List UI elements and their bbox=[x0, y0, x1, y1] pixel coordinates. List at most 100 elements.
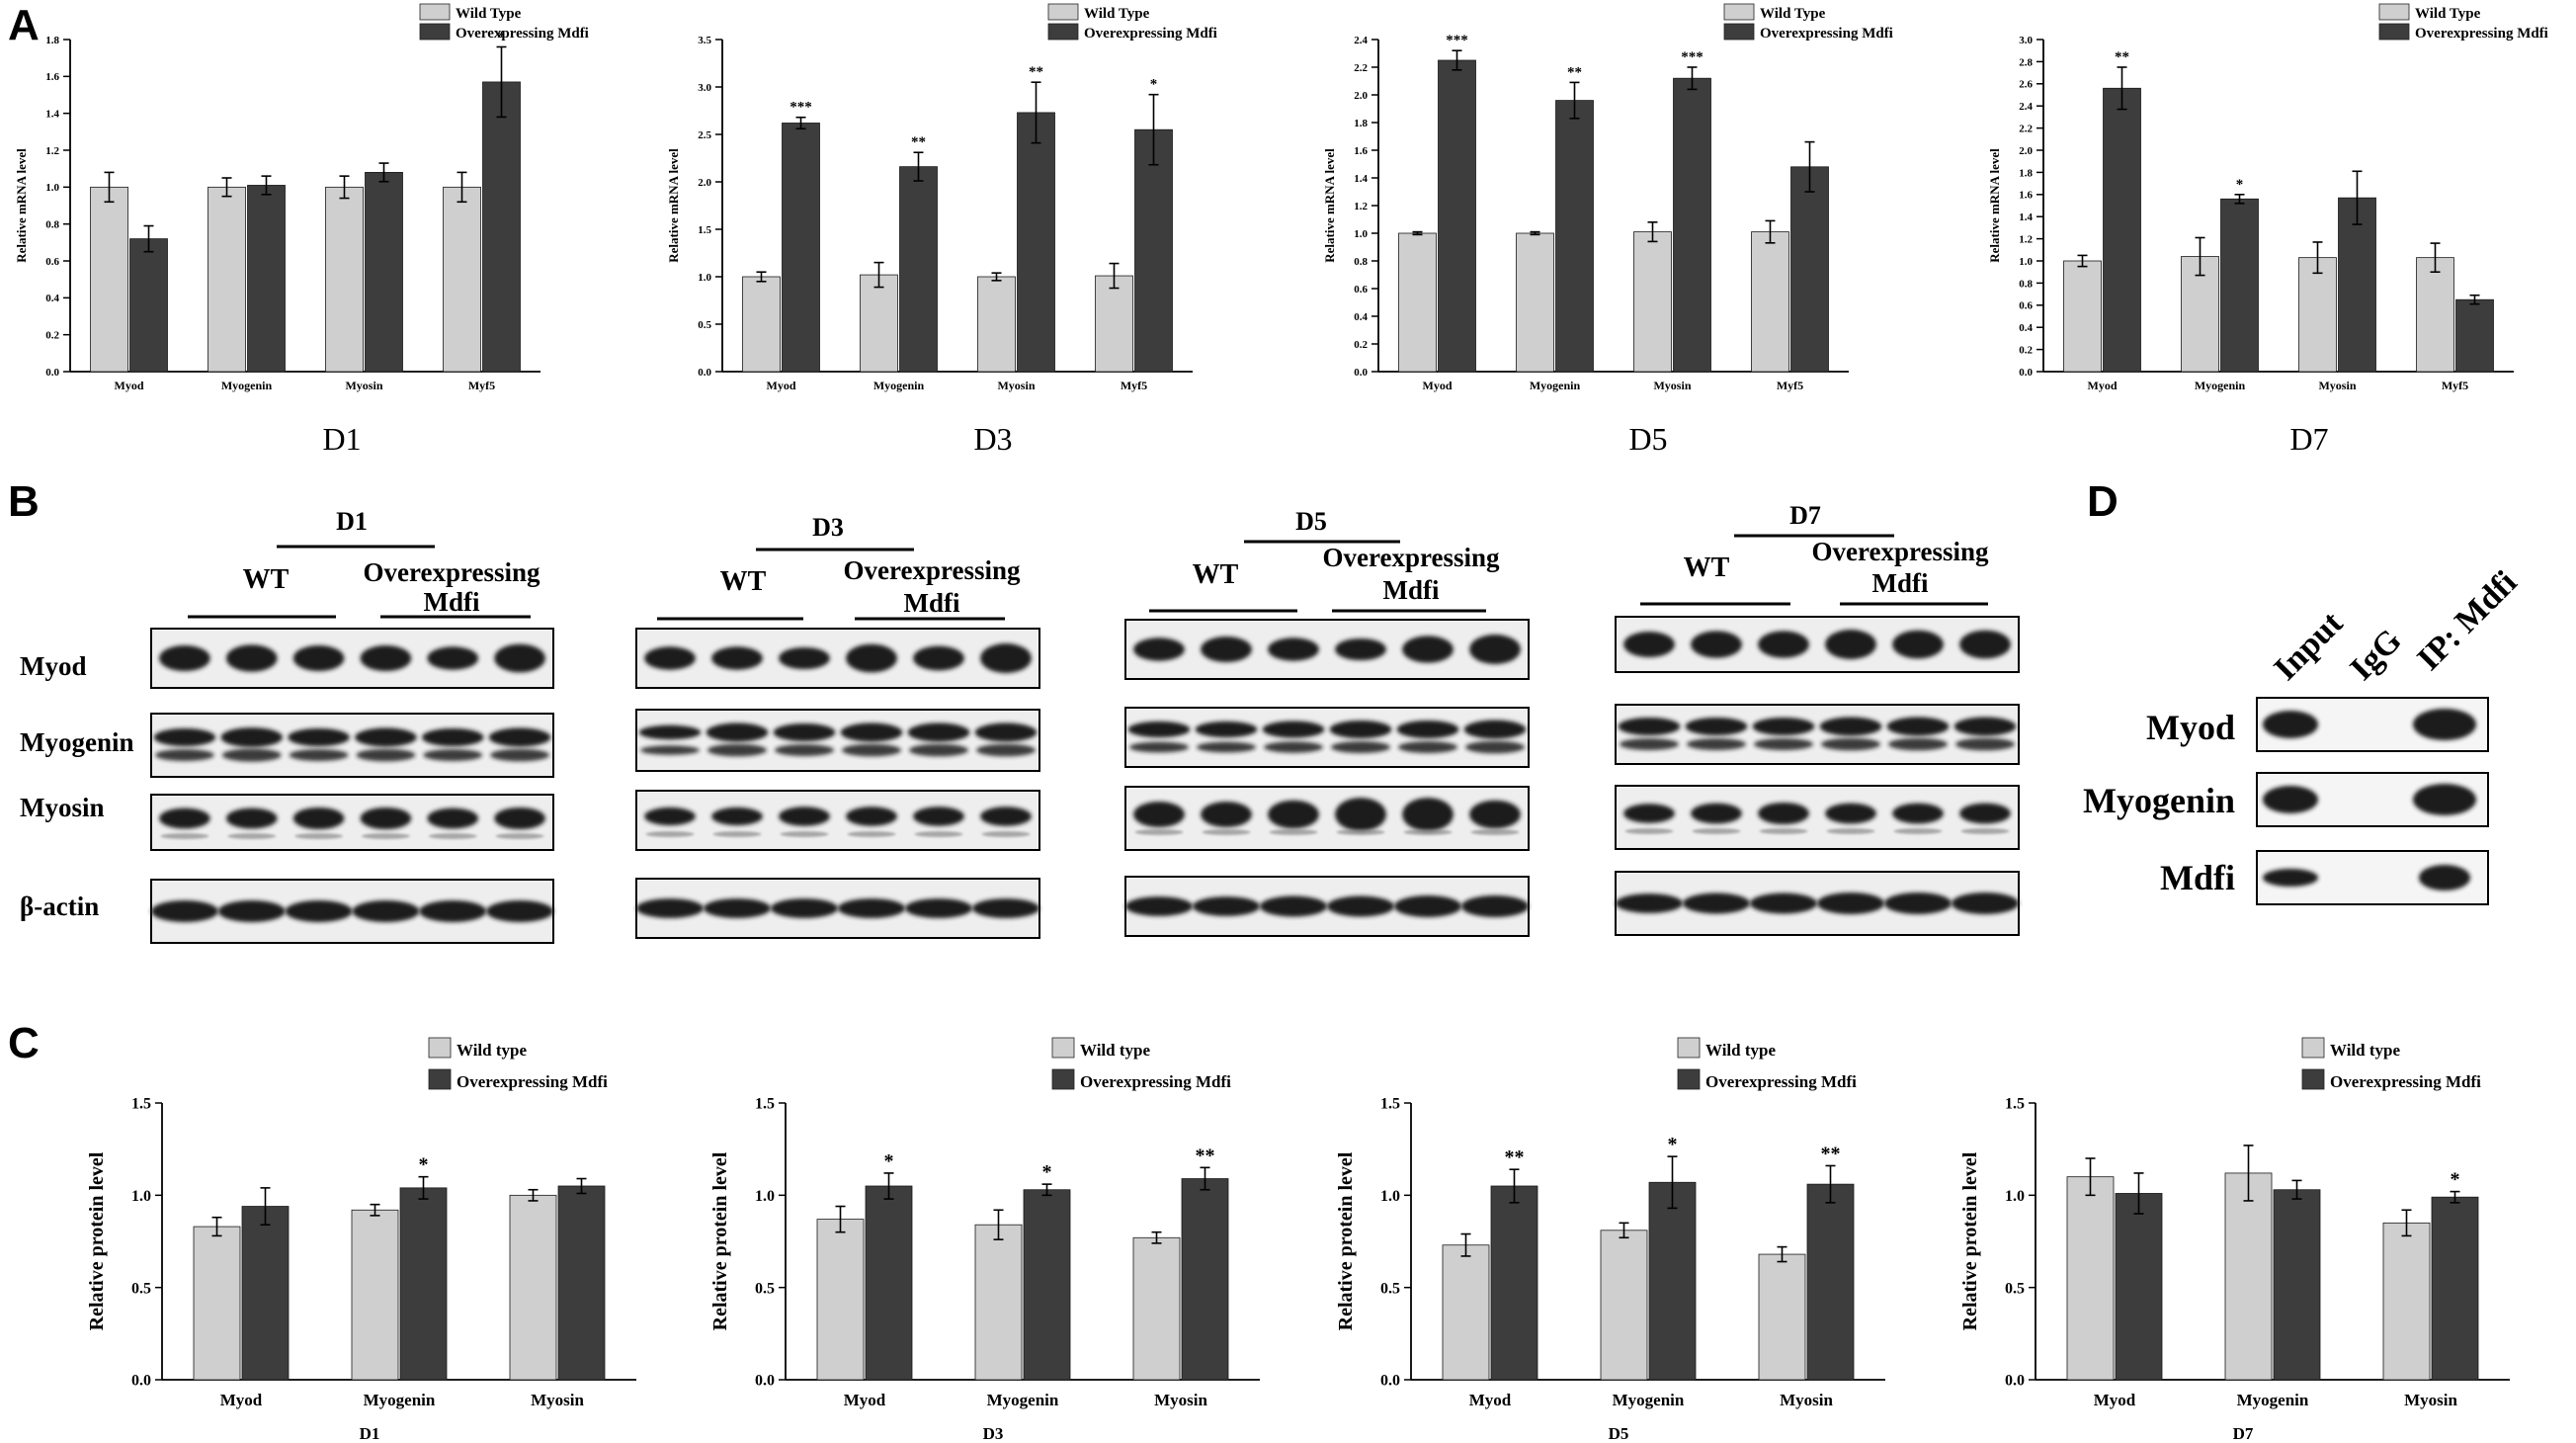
x-tick-label: Myf5 bbox=[1777, 379, 1803, 392]
blot-band-lower bbox=[1620, 738, 1679, 750]
y-tick-label: 1.0 bbox=[755, 1188, 775, 1205]
blot-band bbox=[1469, 800, 1521, 829]
blot-band bbox=[1463, 720, 1527, 739]
blot-band bbox=[1959, 803, 2011, 824]
blot-band bbox=[1952, 892, 2019, 914]
legend-swatch-wild-type bbox=[419, 3, 451, 21]
blot-band-faint bbox=[361, 833, 410, 839]
x-tick-label: Myogenin bbox=[364, 1391, 436, 1409]
blot-band bbox=[1623, 804, 1675, 823]
blot-band-lower bbox=[707, 743, 767, 757]
bar-wild-type-myod bbox=[1398, 232, 1437, 373]
blot-band-lower bbox=[1264, 741, 1323, 753]
y-tick-label: 2.4 bbox=[2019, 101, 2033, 113]
blot-day-label: D3 bbox=[812, 513, 844, 542]
bar-overexpressing-myogenin bbox=[2220, 198, 2259, 373]
blot-band-faint bbox=[227, 833, 277, 839]
x-tick-label: Myogenin bbox=[873, 379, 925, 392]
blot-band bbox=[488, 727, 551, 747]
bar-overexpressing-myod bbox=[2115, 1193, 2163, 1381]
blot-band-lower bbox=[1687, 738, 1746, 750]
bar-overexpressing-myosin bbox=[1806, 1183, 1855, 1381]
blot-band-lower bbox=[221, 748, 282, 762]
blot-band bbox=[972, 898, 1039, 918]
blot-band bbox=[779, 646, 830, 670]
bar-overexpressing-myf5 bbox=[2455, 298, 2494, 373]
chart-caption: D1 bbox=[322, 421, 361, 457]
y-axis-label: Relative protein level bbox=[1959, 1151, 1981, 1330]
legend-label: Overexpressing Mdfi bbox=[1760, 26, 1893, 42]
bar-overexpressing-myosin bbox=[1017, 112, 1055, 373]
blot-band bbox=[159, 645, 210, 671]
legend-label: Wild type bbox=[457, 1041, 527, 1060]
blot-band bbox=[846, 806, 897, 826]
blot-band-faint bbox=[1960, 828, 2010, 834]
significance-marker: ** bbox=[1821, 1143, 1841, 1164]
blot-band bbox=[1193, 896, 1260, 916]
blot-band bbox=[1335, 798, 1386, 831]
blot-band bbox=[352, 900, 420, 922]
x-tick-label: Myogenin bbox=[2195, 379, 2246, 392]
y-axis-label: Relative protein level bbox=[86, 1151, 108, 1330]
legend-label: Overexpressing Mdfi bbox=[2415, 26, 2548, 42]
blot-band-faint bbox=[780, 831, 829, 837]
x-tick-label: Myosin bbox=[1653, 379, 1691, 392]
wt-group-label: WT bbox=[720, 566, 767, 597]
chart-caption: D7 bbox=[2233, 1424, 2254, 1443]
bar-overexpressing-myf5 bbox=[482, 81, 521, 373]
blot-band-faint bbox=[1893, 828, 1943, 834]
blot-band-lower bbox=[356, 748, 416, 762]
blot-band bbox=[1892, 803, 1944, 824]
legend-swatch-overexpressing bbox=[1723, 23, 1755, 41]
bar-wild-type-myod bbox=[193, 1226, 241, 1381]
blot-band-faint bbox=[712, 831, 762, 837]
blot-band-lower bbox=[1754, 738, 1813, 750]
significance-marker: *** bbox=[1446, 33, 1468, 48]
y-tick-label: 0.0 bbox=[131, 1373, 151, 1390]
y-tick-label: 2.4 bbox=[1354, 35, 1368, 46]
blot-band bbox=[644, 806, 696, 826]
y-tick-label: 2.5 bbox=[698, 129, 711, 141]
wt-group-label: WT bbox=[1684, 552, 1730, 583]
significance-marker: * bbox=[884, 1150, 894, 1172]
y-tick-label: 0.6 bbox=[1354, 284, 1368, 296]
x-tick-label: Myod bbox=[2094, 1391, 2136, 1409]
blot-band bbox=[711, 646, 763, 670]
oe-group-label-line1: Overexpressing bbox=[364, 557, 540, 587]
bar-wild-type-myod bbox=[742, 276, 781, 373]
blot-band bbox=[225, 807, 278, 829]
blot-band bbox=[1683, 892, 1750, 914]
x-tick-label: Myosin bbox=[2404, 1391, 2457, 1409]
blot-strip-myosin bbox=[1124, 786, 1530, 851]
x-tick-label: Myosin bbox=[997, 379, 1035, 392]
bar-overexpressing-myod bbox=[782, 123, 820, 373]
blot-band-lower bbox=[1398, 741, 1457, 753]
y-tick-label: 1.5 bbox=[2005, 1096, 2025, 1113]
significance-marker: * bbox=[1042, 1161, 1052, 1183]
blot-band bbox=[1752, 718, 1815, 735]
blot-band bbox=[1892, 630, 1944, 659]
blot-band bbox=[422, 728, 484, 746]
bar-overexpressing-myosin bbox=[2338, 197, 2376, 373]
blot-band bbox=[360, 806, 412, 830]
blot-band-faint bbox=[428, 833, 477, 839]
blot-band-lower bbox=[423, 749, 483, 761]
y-tick-label: 0.6 bbox=[45, 256, 59, 268]
legend-label: Overexpressing Mdfi bbox=[2330, 1072, 2481, 1091]
y-tick-label: 1.4 bbox=[1354, 173, 1368, 185]
western-blot-d5: D5 WT Overexpressing Mdfi bbox=[1124, 507, 1530, 937]
blot-band-lower bbox=[909, 743, 968, 757]
blot-band bbox=[771, 898, 838, 918]
bar-overexpressing-myogenin bbox=[1023, 1189, 1071, 1381]
y-tick-label: 3.0 bbox=[2019, 35, 2033, 46]
x-tick-label: Myf5 bbox=[468, 379, 495, 392]
bar-overexpressing-myosin bbox=[2431, 1196, 2479, 1381]
bar-overexpressing-myogenin bbox=[2273, 1189, 2321, 1381]
y-tick-label: 1.0 bbox=[2005, 1188, 2025, 1205]
chart-c-d3: 0.0 0.5 1.0 1.5 Relative protein level * Myod *… bbox=[709, 1037, 1260, 1443]
legend-label: Wild type bbox=[2330, 1041, 2400, 1060]
bar-wild-type-myod bbox=[1442, 1244, 1490, 1381]
bar-overexpressing-myogenin bbox=[1648, 1181, 1697, 1381]
